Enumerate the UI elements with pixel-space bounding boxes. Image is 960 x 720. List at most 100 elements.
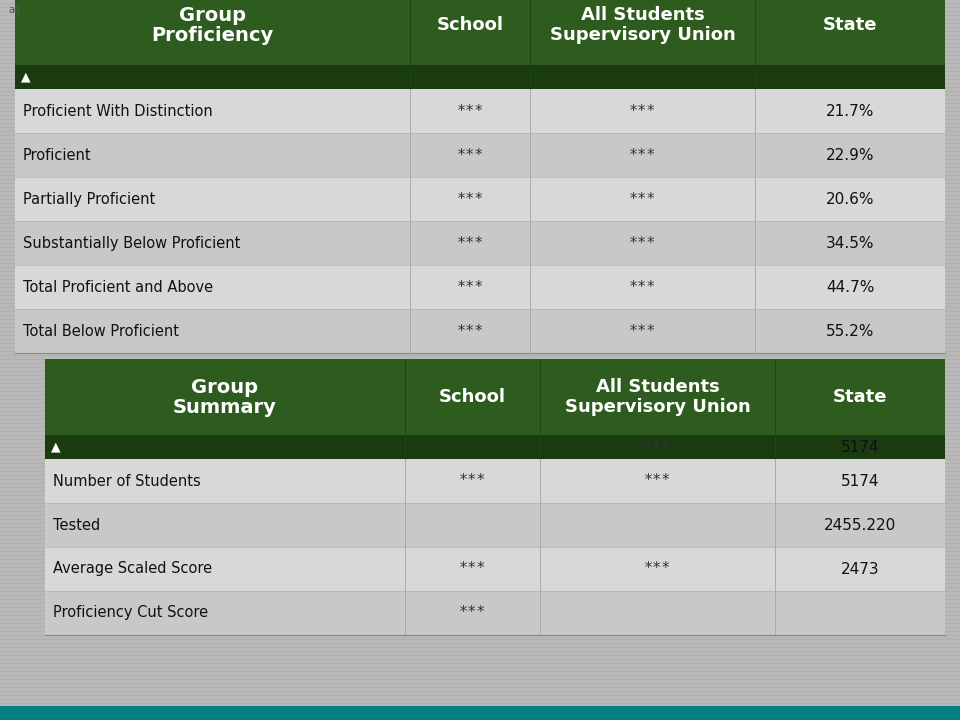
Bar (0, 507, 960, 508)
Bar (0, 351, 960, 352)
Bar (0, 411, 960, 412)
Bar (0, 715, 960, 716)
Text: School: School (439, 388, 506, 406)
Text: ***: *** (456, 279, 484, 294)
Bar (45, 503, 945, 547)
Bar (0, 127, 960, 128)
Bar (0, 499, 960, 500)
Bar (0, 391, 960, 392)
Bar (0, 259, 960, 260)
Bar (0, 319, 960, 320)
Bar (15, 265, 945, 309)
Bar (45, 547, 945, 591)
Bar (0, 407, 960, 408)
Bar (0, 467, 960, 468)
Bar (0, 227, 960, 228)
Bar (0, 691, 960, 692)
Bar (0, 139, 960, 140)
Bar (0, 47, 960, 48)
Text: All Students: All Students (595, 378, 719, 396)
Bar (0, 51, 960, 52)
Text: Total Below Proficient: Total Below Proficient (23, 323, 179, 338)
Text: Proficiency Cut Score: Proficiency Cut Score (53, 606, 208, 621)
Bar (0, 99, 960, 100)
Bar (0, 567, 960, 568)
Bar (0, 123, 960, 124)
Text: Group: Group (191, 377, 258, 397)
Bar (0, 327, 960, 328)
Bar (0, 647, 960, 648)
Bar (0, 159, 960, 160)
Text: ***: *** (629, 192, 657, 207)
Bar (0, 547, 960, 548)
Bar (0, 383, 960, 384)
Bar (15, 309, 945, 353)
Text: ***: *** (629, 148, 657, 163)
Text: ***: *** (459, 562, 486, 577)
Bar (0, 247, 960, 248)
Bar (0, 331, 960, 332)
Bar (0, 375, 960, 376)
Text: Number of Students: Number of Students (53, 474, 201, 488)
Bar (0, 23, 960, 24)
Bar (0, 175, 960, 176)
Bar (0, 651, 960, 652)
Bar (0, 367, 960, 368)
Bar (0, 443, 960, 444)
Bar (0, 683, 960, 684)
Bar (0, 147, 960, 148)
Text: School: School (437, 16, 503, 34)
Bar (0, 315, 960, 316)
Text: ▲: ▲ (51, 441, 60, 454)
Bar (0, 299, 960, 300)
Bar (0, 463, 960, 464)
Bar (0, 483, 960, 484)
Bar (45, 459, 945, 503)
Bar (0, 719, 960, 720)
Bar (0, 347, 960, 348)
Bar (0, 183, 960, 184)
Bar (15, 177, 945, 221)
Bar (0, 275, 960, 276)
Bar (0, 459, 960, 460)
Bar (0, 67, 960, 68)
Bar (0, 131, 960, 132)
Bar (0, 271, 960, 272)
Bar (0, 11, 960, 12)
Text: ***: *** (629, 104, 657, 119)
Bar (0, 667, 960, 668)
Bar (0, 43, 960, 44)
Bar (0, 571, 960, 572)
Bar (0, 455, 960, 456)
Bar (15, 89, 945, 133)
Bar (0, 251, 960, 252)
Bar (0, 639, 960, 640)
Text: Substantially Below Proficient: Substantially Below Proficient (23, 235, 240, 251)
Text: 5174: 5174 (841, 439, 879, 454)
Bar (0, 447, 960, 448)
Text: ***: *** (459, 474, 486, 488)
Bar (0, 427, 960, 428)
Bar (0, 155, 960, 156)
Bar (45, 435, 945, 459)
Text: Proficiency: Proficiency (152, 25, 274, 45)
Bar (45, 359, 945, 435)
Bar (0, 211, 960, 212)
Bar (0, 295, 960, 296)
Bar (0, 399, 960, 400)
Bar (0, 3, 960, 4)
Bar (0, 195, 960, 196)
Bar (0, 451, 960, 452)
Bar (0, 511, 960, 512)
Bar (0, 495, 960, 496)
Bar (0, 491, 960, 492)
Text: State: State (823, 16, 877, 34)
Bar (0, 419, 960, 420)
Bar (0, 207, 960, 208)
Bar (0, 531, 960, 532)
Bar (0, 643, 960, 644)
Text: Partially Proficient: Partially Proficient (23, 192, 156, 207)
Text: Total Proficient and Above: Total Proficient and Above (23, 279, 213, 294)
Bar (0, 711, 960, 712)
Bar (0, 631, 960, 632)
